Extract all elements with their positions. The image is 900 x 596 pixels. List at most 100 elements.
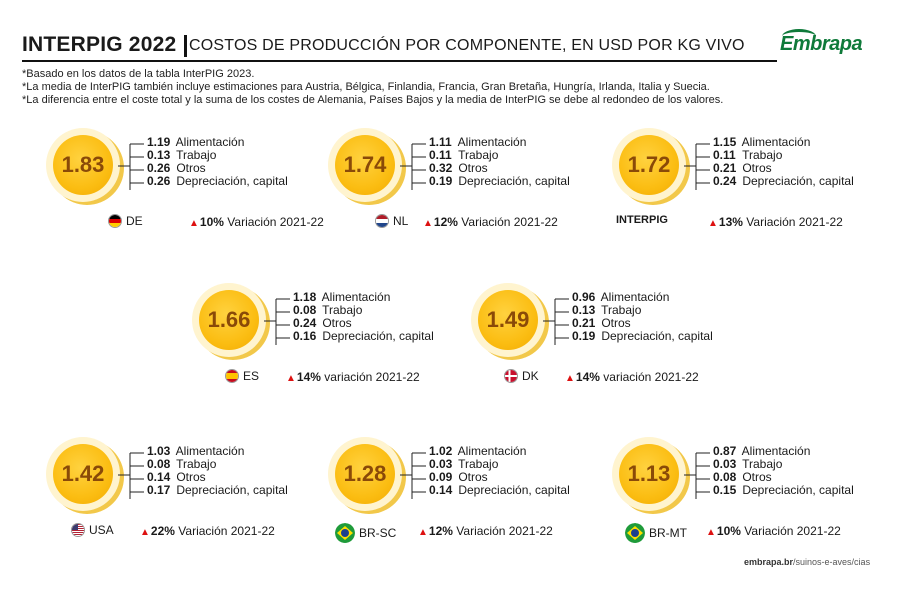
total-badge: 1.83 [46,128,126,208]
cost-row: 0.09 Otros [429,471,570,484]
country-code: BR-SC [359,526,397,540]
variation-label: Variación 2021-22 [227,215,324,229]
variation-indicator: ▲14% variación 2021-22 [286,370,420,384]
cost-label: Depreciación, capital [742,174,854,188]
country-code: INTERPIG [616,214,668,226]
variation-label: Variación 2021-22 [178,524,275,538]
variation-label: Variación 2021-22 [456,524,553,538]
bracket-connector [684,143,710,190]
cost-label: Otros [742,161,772,175]
total-value: 1.72 [627,152,671,177]
cost-label: Trabajo [458,457,499,471]
cost-row: 0.16 Depreciación, capital [293,330,434,343]
cost-row: 0.14 Otros [147,471,288,484]
cost-label: Depreciación, capital [458,174,570,188]
cost-card-interpig: 1.72 1.15 Alimentación 0.11 Trabajo 0.21 Ot… [612,128,872,238]
badge-disc: 1.49 [478,290,538,350]
cost-value: 0.11 [713,148,736,162]
country-label: DK [504,369,539,383]
cost-row: 0.19 Depreciación, capital [429,175,570,188]
variation-label: variación 2021-22 [324,370,420,384]
badge-disc: 1.74 [335,135,395,195]
cost-row: 0.19 Depreciación, capital [572,330,713,343]
cost-row: 1.03 Alimentación [147,445,288,458]
cost-value: 0.24 [713,174,737,188]
variation-pct: 10% [716,524,741,538]
up-arrow-icon: ▲ [423,218,433,229]
cost-label: Depreciación, capital [601,329,713,343]
footer-path: /suinos-e-aves/cias [793,557,871,567]
footnotes: *Basado en los datos de la tabla InterPI… [22,68,723,107]
cost-value: 0.13 [572,303,596,317]
cost-row: 0.11 Trabajo [713,149,854,162]
cost-row: 0.24 Depreciación, capital [713,175,854,188]
up-arrow-icon: ▲ [286,373,296,384]
brazil-flag-icon [625,523,645,543]
cost-label: Alimentación [321,290,391,304]
bracket-connector [264,298,290,345]
total-badge: 1.66 [192,283,272,363]
cost-value: 0.17 [147,483,171,497]
country-code: DE [126,214,143,228]
logo-arc-icon [782,29,816,44]
country-label: USA [71,523,114,537]
cost-value: 0.26 [147,174,171,188]
bracket-connector [400,143,426,190]
cost-breakdown: 1.15 Alimentación 0.11 Trabajo 0.21 Otros 0… [713,136,854,188]
cost-card-br-mt: 1.13 0.87 Alimentación 0.03 Trabajo 0.08 Ot… [612,437,872,547]
cost-row: 0.24 Otros [293,317,434,330]
page-title: INTERPIG 2022 [22,33,177,56]
total-badge: 1.74 [328,128,408,208]
logo-text: Embrapa [780,33,863,55]
bracket-connector [684,452,710,499]
bracket-connector [400,452,426,499]
up-arrow-icon: ▲ [708,218,718,229]
cost-row: 0.03 Trabajo [429,458,570,471]
cost-label: Otros [322,316,352,330]
bracket-connector [118,143,144,190]
variation-indicator: ▲10% Variación 2021-22 [189,215,324,229]
cost-breakdown: 1.03 Alimentación 0.08 Trabajo 0.14 Otros 0… [147,445,288,497]
cost-value: 0.03 [713,457,737,471]
country-label: NL [375,214,408,228]
cost-label: Otros [742,470,772,484]
variation-pct: 14% [296,370,321,384]
total-value: 1.28 [343,461,387,486]
cost-row: 1.15 Alimentación [713,136,854,149]
cost-label: Depreciación, capital [458,483,570,497]
cost-value: 0.13 [147,148,171,162]
cost-label: Alimentación [457,444,527,458]
country-label: ES [225,369,259,383]
cost-value: 0.26 [147,161,171,175]
total-value: 1.42 [61,461,105,486]
cost-label: Trabajo [601,303,642,317]
germany-flag-icon [108,214,122,228]
cost-value: 0.24 [293,316,317,330]
cost-breakdown: 1.11 Alimentación 0.11 Trabajo 0.32 Otros 0… [429,136,570,188]
cost-row: 0.11 Trabajo [429,149,570,162]
cost-label: Alimentación [741,135,811,149]
country-code: NL [393,214,409,228]
denmark-flag-icon [504,369,518,383]
cost-label: Trabajo [322,303,363,317]
cost-label: Alimentación [175,444,245,458]
country-code: DK [522,369,539,383]
total-badge: 1.13 [612,437,692,517]
cost-value: 0.11 [429,148,452,162]
cost-label: Otros [458,470,488,484]
cost-label: Otros [458,161,488,175]
cost-label: Alimentación [600,290,670,304]
cost-breakdown: 1.18 Alimentación 0.08 Trabajo 0.24 Otros 0… [293,291,434,343]
footnote: *La diferencia entre el coste total y la… [22,94,724,106]
total-badge: 1.28 [328,437,408,517]
variation-label: Variación 2021-22 [746,215,843,229]
cost-row: 1.11 Alimentación [429,136,570,149]
variation-indicator: ▲13% Variación 2021-22 [708,215,843,229]
cost-label: Otros [176,161,206,175]
variation-indicator: ▲14% variación 2021-22 [565,370,699,384]
cost-card-de: 1.83 1.19 Alimentación 0.13 Trabajo 0.26 Ot… [46,128,324,238]
cost-row: 0.87 Alimentación [713,445,854,458]
usa-flag-icon [71,523,85,537]
variation-indicator: ▲22% Variación 2021-22 [140,524,275,538]
cost-row: 0.15 Depreciación, capital [713,484,854,497]
